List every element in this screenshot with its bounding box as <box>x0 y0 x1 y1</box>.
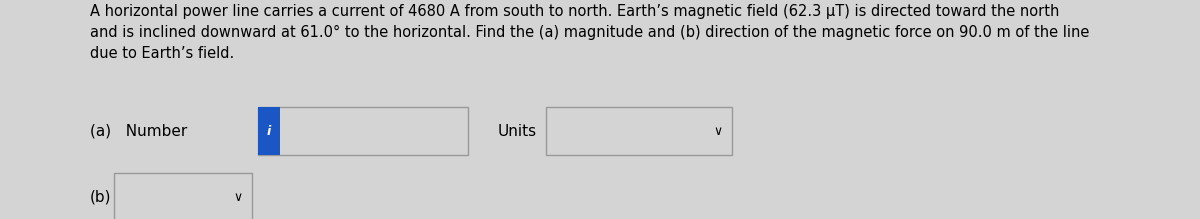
Text: ∨: ∨ <box>233 191 242 204</box>
Text: (b): (b) <box>90 190 112 205</box>
Text: ∨: ∨ <box>713 125 722 138</box>
Bar <box>546 107 732 155</box>
Text: i: i <box>266 125 271 138</box>
Text: (a)   Number: (a) Number <box>90 124 187 139</box>
Bar <box>258 107 468 155</box>
Text: Units: Units <box>498 124 538 139</box>
Bar <box>114 173 252 219</box>
Bar <box>258 107 280 155</box>
Text: A horizontal power line carries a current of 4680 A from south to north. Earth’s: A horizontal power line carries a curren… <box>90 4 1090 61</box>
